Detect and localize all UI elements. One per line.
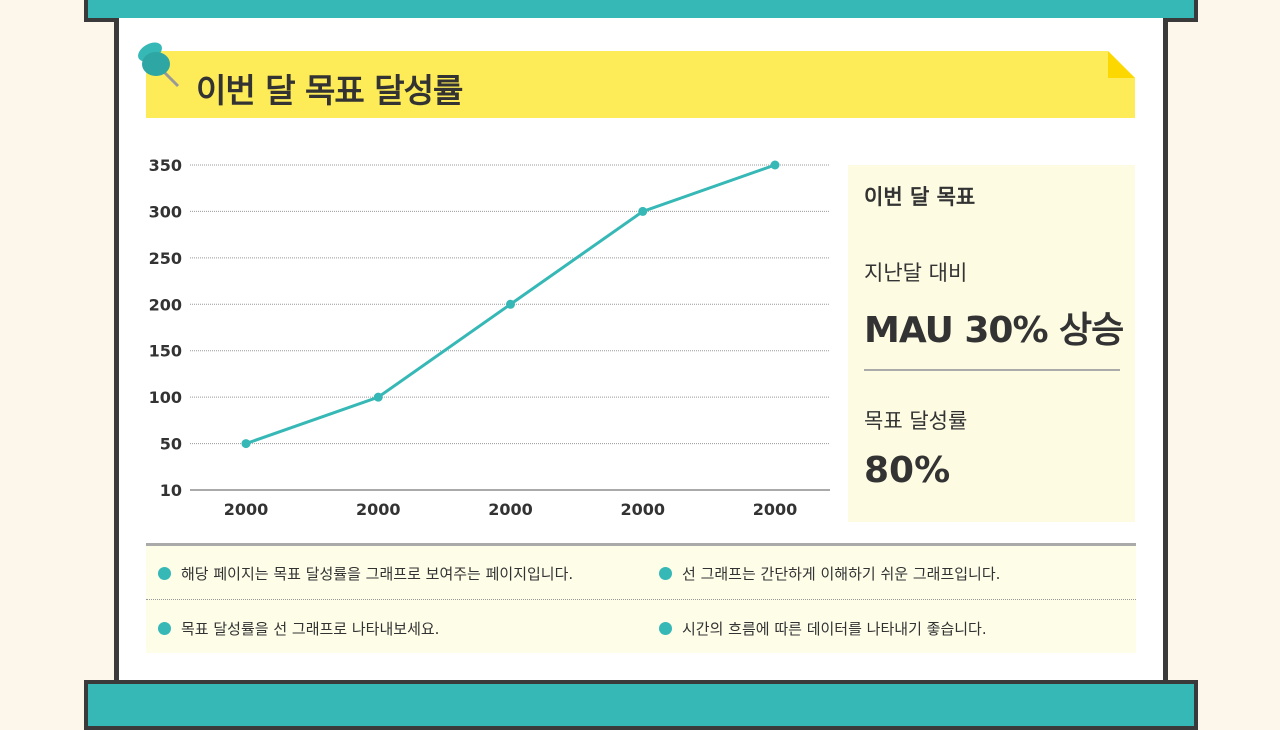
note-item: 시간의 흐름에 따른 데이터를 나타내기 좋습니다.: [659, 618, 987, 639]
x-tick-label: 2000: [620, 500, 665, 519]
x-tick-label: 2000: [488, 500, 533, 519]
y-tick-label: 300: [149, 202, 182, 221]
y-tick-label: 200: [149, 295, 182, 314]
divider: [146, 599, 1136, 600]
bullet-icon: [659, 567, 672, 580]
notes-box: 해당 페이지는 목표 달성률을 그래프로 보여주는 페이지입니다. 선 그래프는…: [146, 543, 1136, 653]
page-title: 이번 달 목표 달성률: [196, 71, 463, 110]
title-banner: [146, 51, 1135, 118]
pushpin-icon: [138, 42, 180, 88]
note-text: 시간의 흐름에 따른 데이터를 나타내기 좋습니다.: [682, 620, 987, 638]
y-tick-label: 150: [149, 342, 182, 361]
y-tick-label: 250: [149, 249, 182, 268]
goal-panel: 이번 달 목표 지난달 대비 MAU 30% 상승 목표 달성률 80%: [848, 165, 1135, 522]
bullet-icon: [158, 567, 171, 580]
bullet-icon: [158, 622, 171, 635]
data-point: [241, 439, 251, 449]
note-item: 해당 페이지는 목표 달성률을 그래프로 보여주는 페이지입니다.: [158, 563, 573, 584]
note-item: 목표 달성률을 선 그래프로 나타내보세요.: [158, 618, 439, 639]
note-text: 해당 페이지는 목표 달성률을 그래프로 보여주는 페이지입니다.: [181, 565, 574, 583]
data-point: [770, 160, 780, 170]
achievement-label: 목표 달성률: [864, 409, 968, 433]
comparison-value: MAU 30% 상승: [864, 310, 1124, 351]
line-chart: 10 50 100 150 200 250 300 350 2000 2000 2000 2000 20…: [149, 156, 830, 519]
y-tick-label: 100: [149, 388, 182, 407]
achievement-value: 80%: [864, 450, 951, 491]
y-tick-label: 10: [160, 481, 182, 500]
bottom-bar: [84, 680, 1198, 730]
y-tick-label: 50: [160, 435, 182, 454]
data-point: [373, 392, 383, 402]
comparison-label: 지난달 대비: [864, 261, 968, 285]
divider: [864, 369, 1120, 371]
y-tick-label: 350: [149, 156, 182, 175]
note-text: 목표 달성률을 선 그래프로 나타내보세요.: [181, 620, 440, 638]
data-point: [506, 299, 515, 309]
x-tick-label: 2000: [224, 500, 269, 519]
data-point: [638, 206, 648, 216]
note-item: 선 그래프는 간단하게 이해하기 쉬운 그래프입니다.: [659, 563, 1000, 584]
note-text: 선 그래프는 간단하게 이해하기 쉬운 그래프입니다.: [682, 565, 1001, 583]
x-tick-label: 2000: [356, 500, 401, 519]
x-tick-label: 2000: [753, 500, 798, 519]
goal-heading: 이번 달 목표: [864, 185, 976, 209]
bullet-icon: [659, 622, 672, 635]
